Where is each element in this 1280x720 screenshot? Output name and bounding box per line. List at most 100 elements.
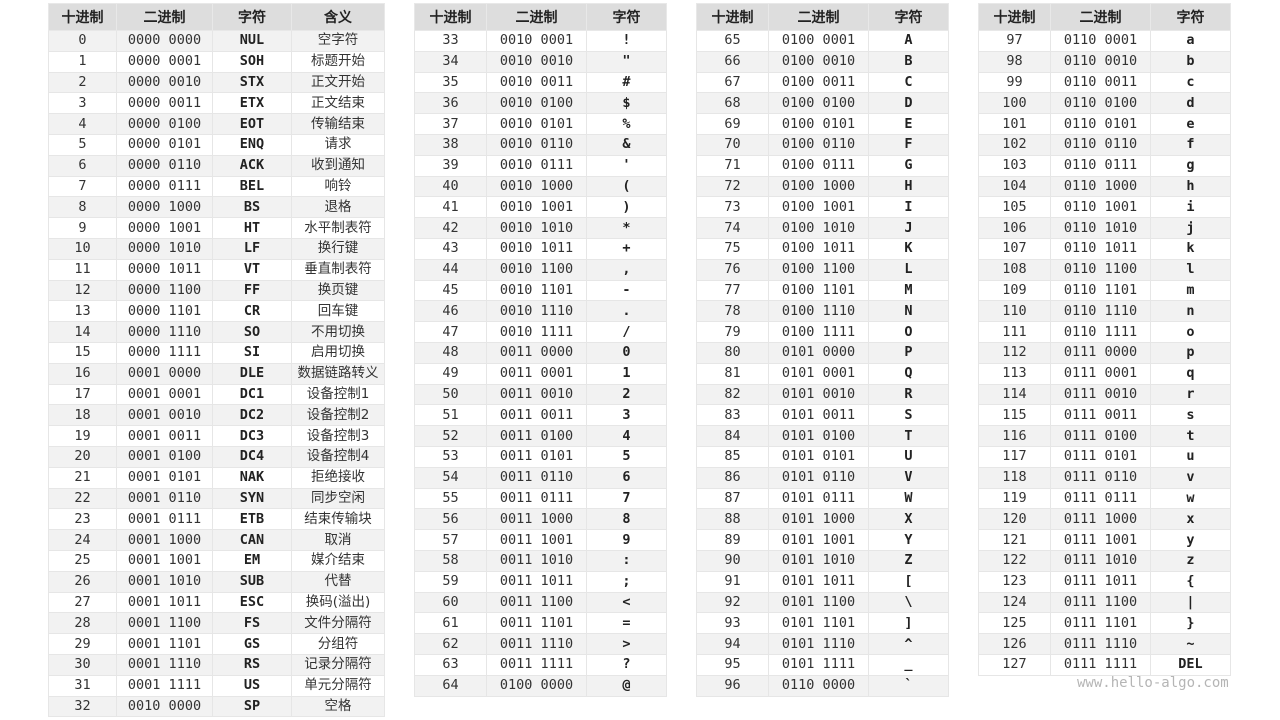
char-cell: ? xyxy=(586,653,667,676)
decimal-cell: 104 xyxy=(978,175,1051,198)
binary-cell: 0001 1011 xyxy=(116,591,213,614)
meaning-cell: 收到通知 xyxy=(291,154,385,177)
char-cell: < xyxy=(586,591,667,614)
binary-cell: 0101 1101 xyxy=(768,612,869,635)
meaning-cell: 退格 xyxy=(291,196,385,219)
binary-cell: 0111 0001 xyxy=(1050,362,1151,385)
decimal-cell: 73 xyxy=(696,196,769,219)
char-cell: EM xyxy=(212,549,292,572)
binary-cell: 0000 0011 xyxy=(116,92,213,115)
char-cell: X xyxy=(868,508,949,531)
table-row: 56 0011 1000 8 xyxy=(414,508,667,531)
table-row: 75 0100 1011 K xyxy=(696,237,949,260)
char-cell: . xyxy=(586,300,667,323)
decimal-cell: 126 xyxy=(978,633,1051,655)
decimal-cell: 87 xyxy=(696,487,769,510)
decimal-cell: 122 xyxy=(978,549,1051,572)
decimal-cell: 80 xyxy=(696,341,769,364)
table-row: 122 0111 1010 z xyxy=(978,549,1231,572)
decimal-cell: 15 xyxy=(48,341,117,364)
ascii-table-lowercase: 十进制 二进制 字符 97 0110 0001 a 98 0110 0010 b 99 011… xyxy=(978,3,1231,676)
header-bin: 二进制 xyxy=(486,3,587,31)
meaning-cell: 水平制表符 xyxy=(291,217,385,239)
char-cell: SP xyxy=(212,695,292,718)
decimal-cell: 42 xyxy=(414,217,487,239)
char-cell: J xyxy=(868,217,949,239)
decimal-cell: 115 xyxy=(978,404,1051,427)
header-bin: 二进制 xyxy=(116,3,213,31)
binary-cell: 0011 1101 xyxy=(486,612,587,635)
binary-cell: 0011 1000 xyxy=(486,508,587,531)
decimal-cell: 112 xyxy=(978,341,1051,364)
char-cell: L xyxy=(868,258,949,281)
char-cell: DC4 xyxy=(212,445,292,468)
decimal-cell: 28 xyxy=(48,612,117,635)
char-cell: ; xyxy=(586,570,667,593)
char-cell: DEL xyxy=(1150,653,1231,676)
decimal-cell: 21 xyxy=(48,466,117,489)
char-cell: FF xyxy=(212,279,292,302)
char-cell: _ xyxy=(868,653,949,676)
table-row: 19 0001 0011 DC3 设备控制3 xyxy=(48,425,385,447)
decimal-cell: 50 xyxy=(414,383,487,406)
decimal-cell: 58 xyxy=(414,549,487,572)
table-row: 31 0001 1111 US 单元分隔符 xyxy=(48,674,385,697)
char-cell: 8 xyxy=(586,508,667,531)
table-row: 0 0000 0000 NUL 空字符 xyxy=(48,30,385,52)
decimal-cell: 55 xyxy=(414,487,487,510)
table-row: 14 0000 1110 SO 不用切换 xyxy=(48,321,385,343)
binary-cell: 0100 0110 xyxy=(768,133,869,156)
decimal-cell: 56 xyxy=(414,508,487,531)
char-cell: SOH xyxy=(212,50,292,73)
decimal-cell: 98 xyxy=(978,50,1051,73)
char-cell: SUB xyxy=(212,570,292,593)
char-cell: V xyxy=(868,466,949,489)
char-cell: I xyxy=(868,196,949,219)
decimal-cell: 54 xyxy=(414,466,487,489)
decimal-cell: 34 xyxy=(414,50,487,73)
binary-cell: 0000 0010 xyxy=(116,71,213,94)
char-cell: * xyxy=(586,217,667,239)
char-cell: DC1 xyxy=(212,383,292,406)
table-row: 78 0100 1110 N xyxy=(696,300,949,323)
decimal-cell: 31 xyxy=(48,674,117,697)
decimal-cell: 22 xyxy=(48,487,117,510)
table-row: 79 0100 1111 O xyxy=(696,321,949,343)
char-cell: c xyxy=(1150,71,1231,94)
decimal-cell: 76 xyxy=(696,258,769,281)
table-row: 12 0000 1100 FF 换页键 xyxy=(48,279,385,302)
table-row: 20 0001 0100 DC4 设备控制4 xyxy=(48,445,385,468)
table-row: 100 0110 0100 d xyxy=(978,92,1231,115)
table-row: 1 0000 0001 SOH 标题开始 xyxy=(48,50,385,73)
table-row: 38 0010 0110 & xyxy=(414,133,667,156)
char-cell: GS xyxy=(212,633,292,655)
char-cell: NUL xyxy=(212,30,292,52)
table-row: 121 0111 1001 y xyxy=(978,529,1231,551)
binary-cell: 0101 0110 xyxy=(768,466,869,489)
binary-cell: 0110 0101 xyxy=(1050,113,1151,135)
decimal-cell: 20 xyxy=(48,445,117,468)
decimal-cell: 127 xyxy=(978,653,1051,676)
char-cell: l xyxy=(1150,258,1231,281)
table-row: 99 0110 0011 c xyxy=(978,71,1231,94)
char-cell: t xyxy=(1150,425,1231,447)
table-row: 118 0111 0110 v xyxy=(978,466,1231,489)
table-row: 69 0100 0101 E xyxy=(696,113,949,135)
binary-cell: 0111 1101 xyxy=(1050,612,1151,635)
decimal-cell: 78 xyxy=(696,300,769,323)
table-row: 105 0110 1001 i xyxy=(978,196,1231,219)
table-row: 104 0110 1000 h xyxy=(978,175,1231,198)
table-row: 61 0011 1101 = xyxy=(414,612,667,635)
ascii-table-control: 十进制 二进制 字符 含义 0 0000 0000 NUL 空字符 1 0000 0001… xyxy=(48,3,385,718)
meaning-cell: 空格 xyxy=(291,695,385,718)
binary-cell: 0110 0011 xyxy=(1050,71,1151,94)
decimal-cell: 25 xyxy=(48,549,117,572)
binary-cell: 0110 0000 xyxy=(768,674,869,697)
decimal-cell: 32 xyxy=(48,695,117,718)
meaning-cell: 换行键 xyxy=(291,237,385,260)
decimal-cell: 95 xyxy=(696,653,769,676)
decimal-cell: 89 xyxy=(696,529,769,551)
table-row: 24 0001 1000 CAN 取消 xyxy=(48,529,385,551)
decimal-cell: 107 xyxy=(978,237,1051,260)
decimal-cell: 24 xyxy=(48,529,117,551)
